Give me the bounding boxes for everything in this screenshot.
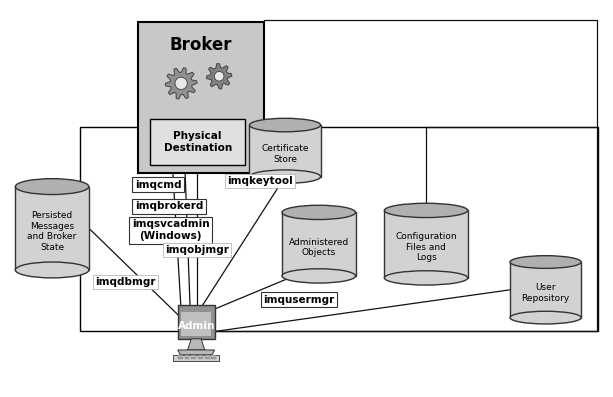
Text: User
Repository: User Repository	[522, 283, 569, 303]
Bar	[211, 355, 216, 357]
Bar	[138, 22, 264, 173]
Ellipse shape	[15, 262, 89, 278]
Bar	[178, 305, 215, 339]
Text: Admin: Admin	[178, 321, 215, 331]
Bar	[198, 358, 203, 360]
Ellipse shape	[249, 170, 321, 183]
Bar	[191, 355, 196, 357]
Ellipse shape	[510, 311, 581, 324]
Bar	[185, 357, 189, 358]
Bar	[198, 357, 203, 358]
Bar	[178, 358, 183, 360]
Polygon shape	[178, 350, 215, 355]
Text: Certificate
Store: Certificate Store	[261, 145, 309, 164]
Ellipse shape	[215, 71, 224, 81]
Polygon shape	[188, 339, 205, 350]
Polygon shape	[510, 262, 581, 318]
Bar	[173, 355, 219, 360]
Text: Broker: Broker	[170, 36, 232, 54]
Text: Configuration
Files and
Logs: Configuration Files and Logs	[395, 232, 457, 262]
Text: imqkeytool: imqkeytool	[227, 175, 292, 186]
Bar	[211, 358, 216, 360]
Bar	[211, 357, 216, 358]
Text: imqcmd: imqcmd	[135, 179, 181, 190]
Text: Physical
Destination: Physical Destination	[164, 131, 232, 153]
Text: imqobjmgr: imqobjmgr	[166, 245, 229, 255]
Ellipse shape	[510, 256, 581, 268]
Bar	[178, 355, 183, 357]
Ellipse shape	[384, 203, 468, 218]
Text: Persisted
Messages
and Broker
State: Persisted Messages and Broker State	[28, 211, 77, 252]
Bar	[185, 355, 189, 357]
Text: imqusermgr: imqusermgr	[264, 295, 335, 305]
Bar	[198, 355, 203, 357]
Ellipse shape	[282, 205, 356, 220]
Ellipse shape	[282, 269, 356, 283]
Ellipse shape	[15, 179, 89, 195]
Bar	[150, 119, 245, 165]
Polygon shape	[384, 210, 468, 278]
Text: Administered
Objects: Administered Objects	[289, 238, 349, 257]
Text: imqbrokerd: imqbrokerd	[135, 201, 204, 212]
Bar	[178, 357, 183, 358]
Text: imqsvcadmin
(Windows): imqsvcadmin (Windows)	[132, 220, 210, 241]
Bar	[191, 358, 196, 360]
Bar	[185, 358, 189, 360]
Bar	[191, 357, 196, 358]
Polygon shape	[166, 67, 197, 99]
Ellipse shape	[249, 118, 321, 132]
Bar	[205, 357, 210, 358]
Polygon shape	[249, 125, 321, 177]
Text: imqdbmgr: imqdbmgr	[95, 277, 156, 287]
Ellipse shape	[384, 271, 468, 285]
Polygon shape	[207, 64, 232, 89]
Bar	[80, 127, 598, 331]
Polygon shape	[15, 187, 89, 270]
Polygon shape	[282, 212, 356, 276]
Bar	[205, 358, 210, 360]
Bar	[205, 355, 210, 357]
Ellipse shape	[175, 77, 187, 89]
Bar	[181, 312, 211, 337]
